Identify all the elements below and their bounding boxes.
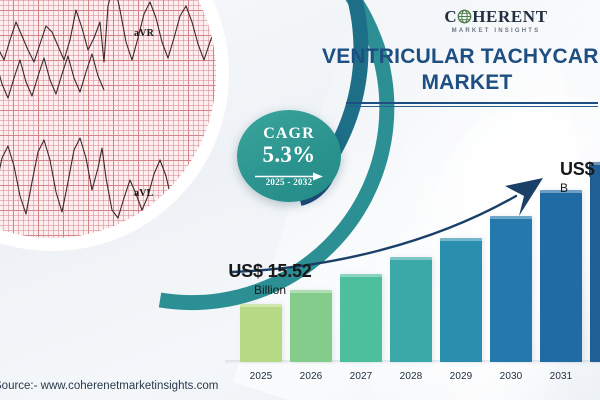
bar-2026 [290, 290, 332, 362]
end-value-unit: B [560, 181, 569, 195]
title-divider-top-rule [346, 102, 598, 104]
brand-logo-name-part2: HERENT [472, 7, 548, 26]
brand-logo-name-part1: C [444, 7, 458, 26]
year-label-2032: 2032 [590, 371, 600, 382]
bar-2031 [540, 190, 582, 362]
ecg-lead-label-avr: aVR [134, 28, 155, 39]
background-light-sweep-secondary [390, 46, 600, 400]
cagr-value: 5.3% [262, 141, 316, 167]
background-glow-bottom [370, 280, 590, 400]
globe-icon [457, 9, 472, 24]
ecg-waveform-traces [0, 0, 216, 219]
year-label-2029: 2029 [449, 371, 473, 382]
year-label-2031: 2031 [549, 371, 573, 382]
page-title-line1: VENTRICULAR TACHYCARDIA [322, 45, 600, 68]
bar-2028 [390, 257, 432, 362]
ecg-graph-paper: aVR aVL [0, 0, 216, 238]
bar-2027 [340, 274, 382, 362]
background-glow-right [430, 95, 600, 355]
ecg-circle-image: aVR aVL [0, 0, 222, 244]
year-label-2025: 2025 [249, 371, 273, 382]
year-label-2030: 2030 [499, 371, 523, 382]
title-divider [346, 102, 598, 107]
source-url[interactable]: Source:- www.coherenetmarketinsights.com [0, 380, 219, 392]
bar-2025 [240, 304, 282, 362]
start-value-amount: US$ 15.52 [228, 261, 312, 281]
end-value-label: US$ B [560, 160, 600, 194]
page-title: VENTRICULAR TACHYCARDIA MARKET [322, 44, 600, 95]
end-value-amount: US$ [560, 159, 595, 179]
brand-logo-tagline: MARKET INSIGHTS [451, 28, 541, 34]
cagr-badge: CAGR 5.3% 2025 - 2032 [237, 110, 341, 202]
bar-2030 [490, 216, 532, 362]
start-value-unit: Billion [253, 283, 286, 297]
year-label-2028: 2028 [399, 371, 423, 382]
year-label-2027: 2027 [349, 371, 373, 382]
brand-logo: C HERENT MARKET INSIGHTS [432, 8, 560, 34]
bar-2029 [440, 238, 482, 362]
title-divider-bottom-rule [346, 106, 598, 107]
chart-baseline-shadow [225, 360, 600, 364]
cagr-arrow-icon [255, 168, 323, 180]
start-value-label: US$ 15.52 Billion [222, 262, 318, 296]
ecg-lead-label-avl: aVL [134, 188, 154, 199]
year-label-2026: 2026 [299, 371, 323, 382]
brand-logo-name: C HERENT [432, 8, 560, 25]
page-title-line2: MARKET [421, 70, 513, 94]
cagr-label: CAGR [263, 124, 315, 142]
